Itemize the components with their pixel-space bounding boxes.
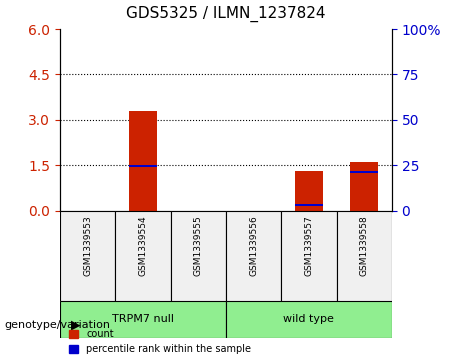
Bar: [350, 171, 378, 173]
Text: genotype/variation: genotype/variation: [5, 320, 111, 330]
Title: GDS5325 / ILMN_1237824: GDS5325 / ILMN_1237824: [126, 6, 325, 22]
Bar: [129, 164, 157, 167]
Text: GSM1339555: GSM1339555: [194, 215, 203, 276]
Text: GSM1339558: GSM1339558: [360, 215, 369, 276]
FancyBboxPatch shape: [281, 211, 337, 301]
FancyBboxPatch shape: [226, 301, 392, 338]
FancyBboxPatch shape: [60, 301, 226, 338]
Text: wild type: wild type: [284, 314, 334, 325]
Text: GSM1339553: GSM1339553: [83, 215, 92, 276]
FancyBboxPatch shape: [337, 211, 392, 301]
Text: GSM1339556: GSM1339556: [249, 215, 258, 276]
FancyBboxPatch shape: [60, 211, 115, 301]
Legend: count, percentile rank within the sample: count, percentile rank within the sample: [65, 326, 255, 358]
Text: GSM1339557: GSM1339557: [304, 215, 313, 276]
FancyBboxPatch shape: [115, 211, 171, 301]
Bar: [350, 162, 378, 211]
FancyBboxPatch shape: [171, 211, 226, 301]
Text: GSM1339554: GSM1339554: [138, 215, 148, 276]
Bar: [295, 204, 323, 206]
Bar: [129, 111, 157, 211]
Bar: [295, 171, 323, 211]
FancyBboxPatch shape: [226, 211, 281, 301]
Text: TRPM7 null: TRPM7 null: [112, 314, 174, 325]
Text: ▶: ▶: [71, 318, 81, 331]
